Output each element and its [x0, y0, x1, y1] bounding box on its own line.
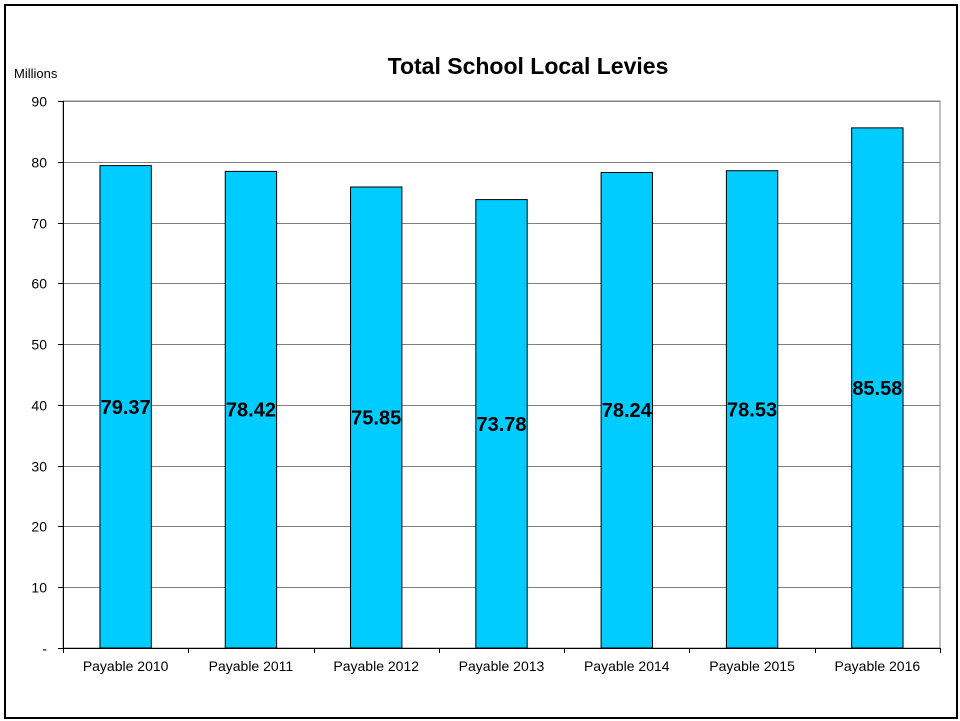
y-axis-unit-label: Millions: [14, 66, 58, 81]
bar-4: [475, 199, 528, 649]
y-tick-label: 10: [31, 580, 47, 596]
x-tick-label: Payable 2015: [709, 658, 795, 674]
y-tick-label: -: [42, 641, 47, 657]
x-tick-label: Payable 2014: [584, 658, 670, 674]
y-tick-labels: - 10 20 30 40 50 60 70 80 90: [31, 94, 47, 657]
y-tick-label: 80: [31, 155, 47, 171]
data-label: 85.58: [852, 378, 902, 400]
x-tick-label: Payable 2010: [83, 658, 169, 674]
data-label: 75.85: [351, 408, 401, 430]
data-label: 79.37: [101, 397, 151, 419]
bar-1: [99, 165, 152, 649]
y-tick-label: 20: [31, 519, 47, 535]
data-label: 78.24: [602, 400, 653, 422]
y-tick-label: 50: [31, 337, 47, 353]
bars: [99, 127, 904, 649]
axes: [58, 101, 941, 653]
chart-title: Total School Local Levies: [388, 53, 669, 79]
bar-6: [725, 170, 779, 649]
y-tick-label: 60: [31, 276, 47, 292]
bar-3: [350, 186, 403, 649]
data-label: 78.53: [727, 399, 777, 421]
bar-5: [600, 171, 653, 649]
x-tick-label: Payable 2016: [835, 658, 921, 674]
y-tick-label: 40: [31, 398, 47, 414]
y-tick-label: 70: [31, 216, 47, 232]
x-tick-label: Payable 2013: [459, 658, 545, 674]
data-label: 73.78: [476, 414, 526, 436]
bar-2: [224, 170, 278, 649]
x-tick-label: Payable 2012: [333, 658, 419, 674]
data-label: 78.42: [226, 400, 276, 422]
y-tick-label: 30: [31, 459, 47, 475]
data-labels: 79.37 78.42 75.85 73.78 78.24 78.53 85.58: [101, 378, 903, 436]
y-tick-label: 90: [31, 94, 47, 110]
x-tick-labels: Payable 2010 Payable 2011 Payable 2012 Paya…: [83, 658, 921, 674]
x-tick-label: Payable 2011: [209, 658, 294, 674]
